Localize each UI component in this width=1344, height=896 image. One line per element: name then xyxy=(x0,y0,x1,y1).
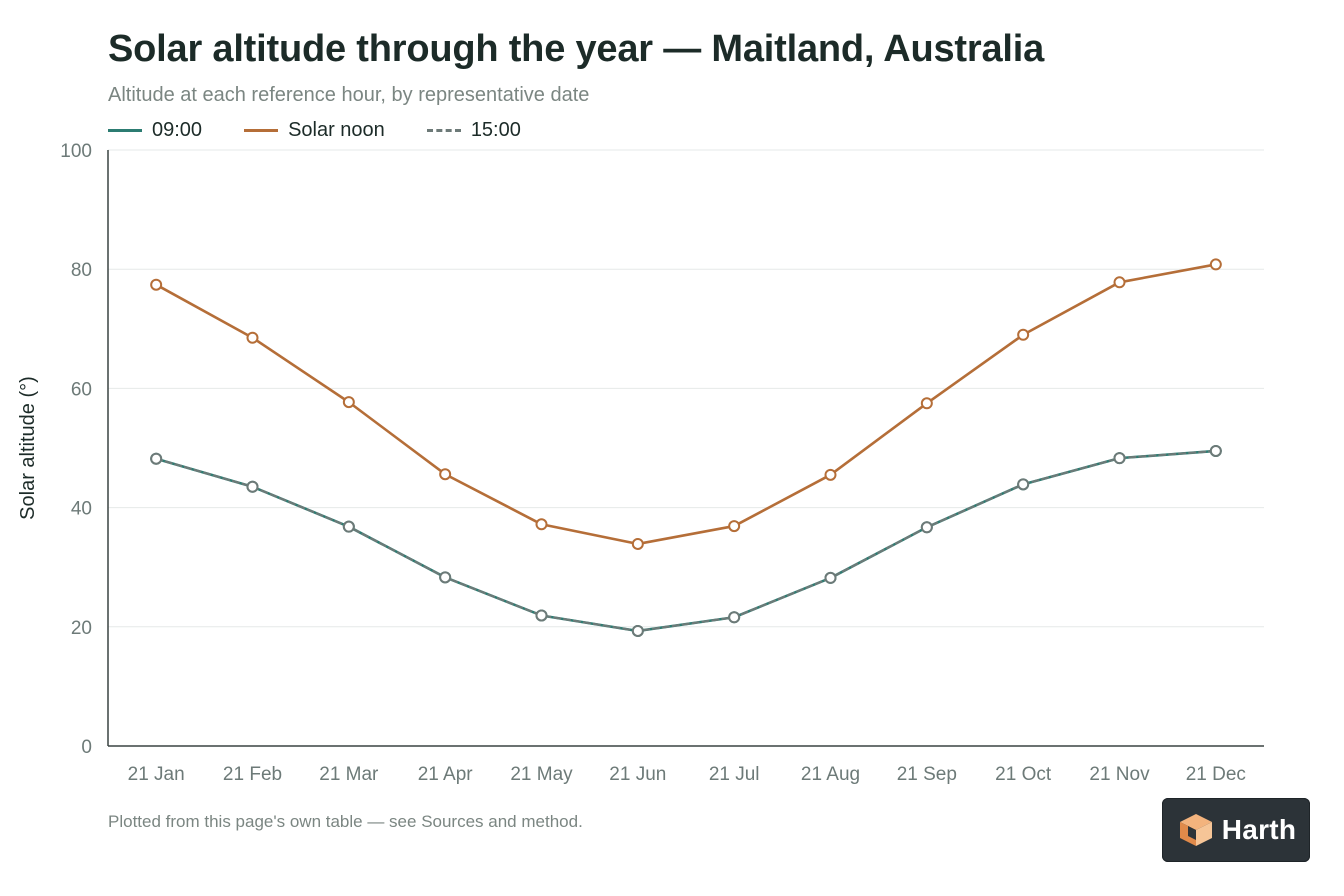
legend-item-solar-noon: Solar noon xyxy=(244,119,385,142)
series-1500-point xyxy=(1113,452,1126,465)
series-solar-noon-point xyxy=(631,537,644,550)
series-solar-noon-line xyxy=(154,263,1218,546)
series-solar-noon-point xyxy=(1017,328,1030,341)
series-1500-point xyxy=(1209,444,1222,457)
series-solar-noon-point xyxy=(920,397,933,410)
series-1500-point xyxy=(535,609,548,622)
brand-logo: Harth xyxy=(1162,798,1310,862)
x-tick-label: 21 Aug xyxy=(801,764,860,785)
brand-name: Harth xyxy=(1221,814,1297,845)
legend-item-1500: 15:00 xyxy=(426,119,521,142)
x-tick-label: 21 Jun xyxy=(609,764,666,785)
x-tick-label: 21 Mar xyxy=(319,764,379,785)
series-solar-noon-point xyxy=(535,518,548,531)
series-solar-noon-point xyxy=(824,468,837,481)
legend-swatch-solar-noon xyxy=(244,129,279,132)
x-tick-label: 21 Apr xyxy=(418,764,474,785)
legend-label-1500: 15:00 xyxy=(470,119,521,141)
x-tick-label: 21 Nov xyxy=(1089,764,1150,785)
series-solar-noon-point xyxy=(1113,276,1126,289)
series-1500-point xyxy=(728,611,741,624)
x-tick-label: 21 Dec xyxy=(1186,764,1246,785)
series-1500-point xyxy=(824,571,837,584)
series-solar-noon-point xyxy=(1209,258,1222,271)
x-tick-label: 21 Feb xyxy=(223,764,282,785)
series-1500-point xyxy=(920,521,933,534)
series-1500-point xyxy=(439,571,452,584)
y-tick-label: 80 xyxy=(71,260,92,281)
series-1500-point xyxy=(246,480,259,493)
series-1500-point xyxy=(342,520,355,533)
x-tick-label: 21 May xyxy=(510,764,573,785)
series-1500-point xyxy=(1017,478,1030,491)
x-tick-label: 21 Jul xyxy=(709,764,760,785)
chart-title: Solar altitude through the year — Maitla… xyxy=(108,28,1045,70)
y-tick-label: 20 xyxy=(71,618,92,639)
series-1500-point xyxy=(150,452,163,465)
legend: 09:00 Solar noon 15:00 xyxy=(108,119,563,142)
x-tick-label: 21 Jan xyxy=(128,764,185,785)
series-0900-line xyxy=(154,449,1218,633)
x-tick-label: 21 Oct xyxy=(995,764,1052,785)
series-1500-point xyxy=(631,624,644,637)
line-chart: 0 20 40 60 80 100 21 Jan 21 Feb 21 Mar 21 Apr 21 M… xyxy=(17,141,1264,785)
legend-label-solar-noon: Solar noon xyxy=(288,119,385,141)
legend-label-0900: 09:00 xyxy=(152,119,203,141)
y-axis-label: Solar altitude (°) xyxy=(17,376,39,520)
y-tick-label: 0 xyxy=(81,737,92,758)
series-solar-noon-point xyxy=(246,331,259,344)
x-tick-label: 21 Sep xyxy=(897,764,957,785)
chart-subtitle: Altitude at each reference hour, by repr… xyxy=(108,84,590,106)
cube-icon xyxy=(1179,814,1212,846)
y-tick-label: 100 xyxy=(60,141,92,162)
series-solar-noon-point xyxy=(439,468,452,481)
series-solar-noon-point xyxy=(150,278,163,291)
series-solar-noon-point xyxy=(342,396,355,409)
legend-swatch-0900 xyxy=(108,129,142,132)
series-1500-line xyxy=(155,449,1217,633)
source-note: Plotted from this page's own table — see… xyxy=(108,812,583,831)
series-solar-noon-point xyxy=(728,520,741,533)
y-tick-label: 60 xyxy=(71,379,92,400)
legend-item-0900: 09:00 xyxy=(108,119,202,142)
legend-swatch-1500 xyxy=(426,129,461,132)
y-tick-label: 40 xyxy=(71,499,92,520)
